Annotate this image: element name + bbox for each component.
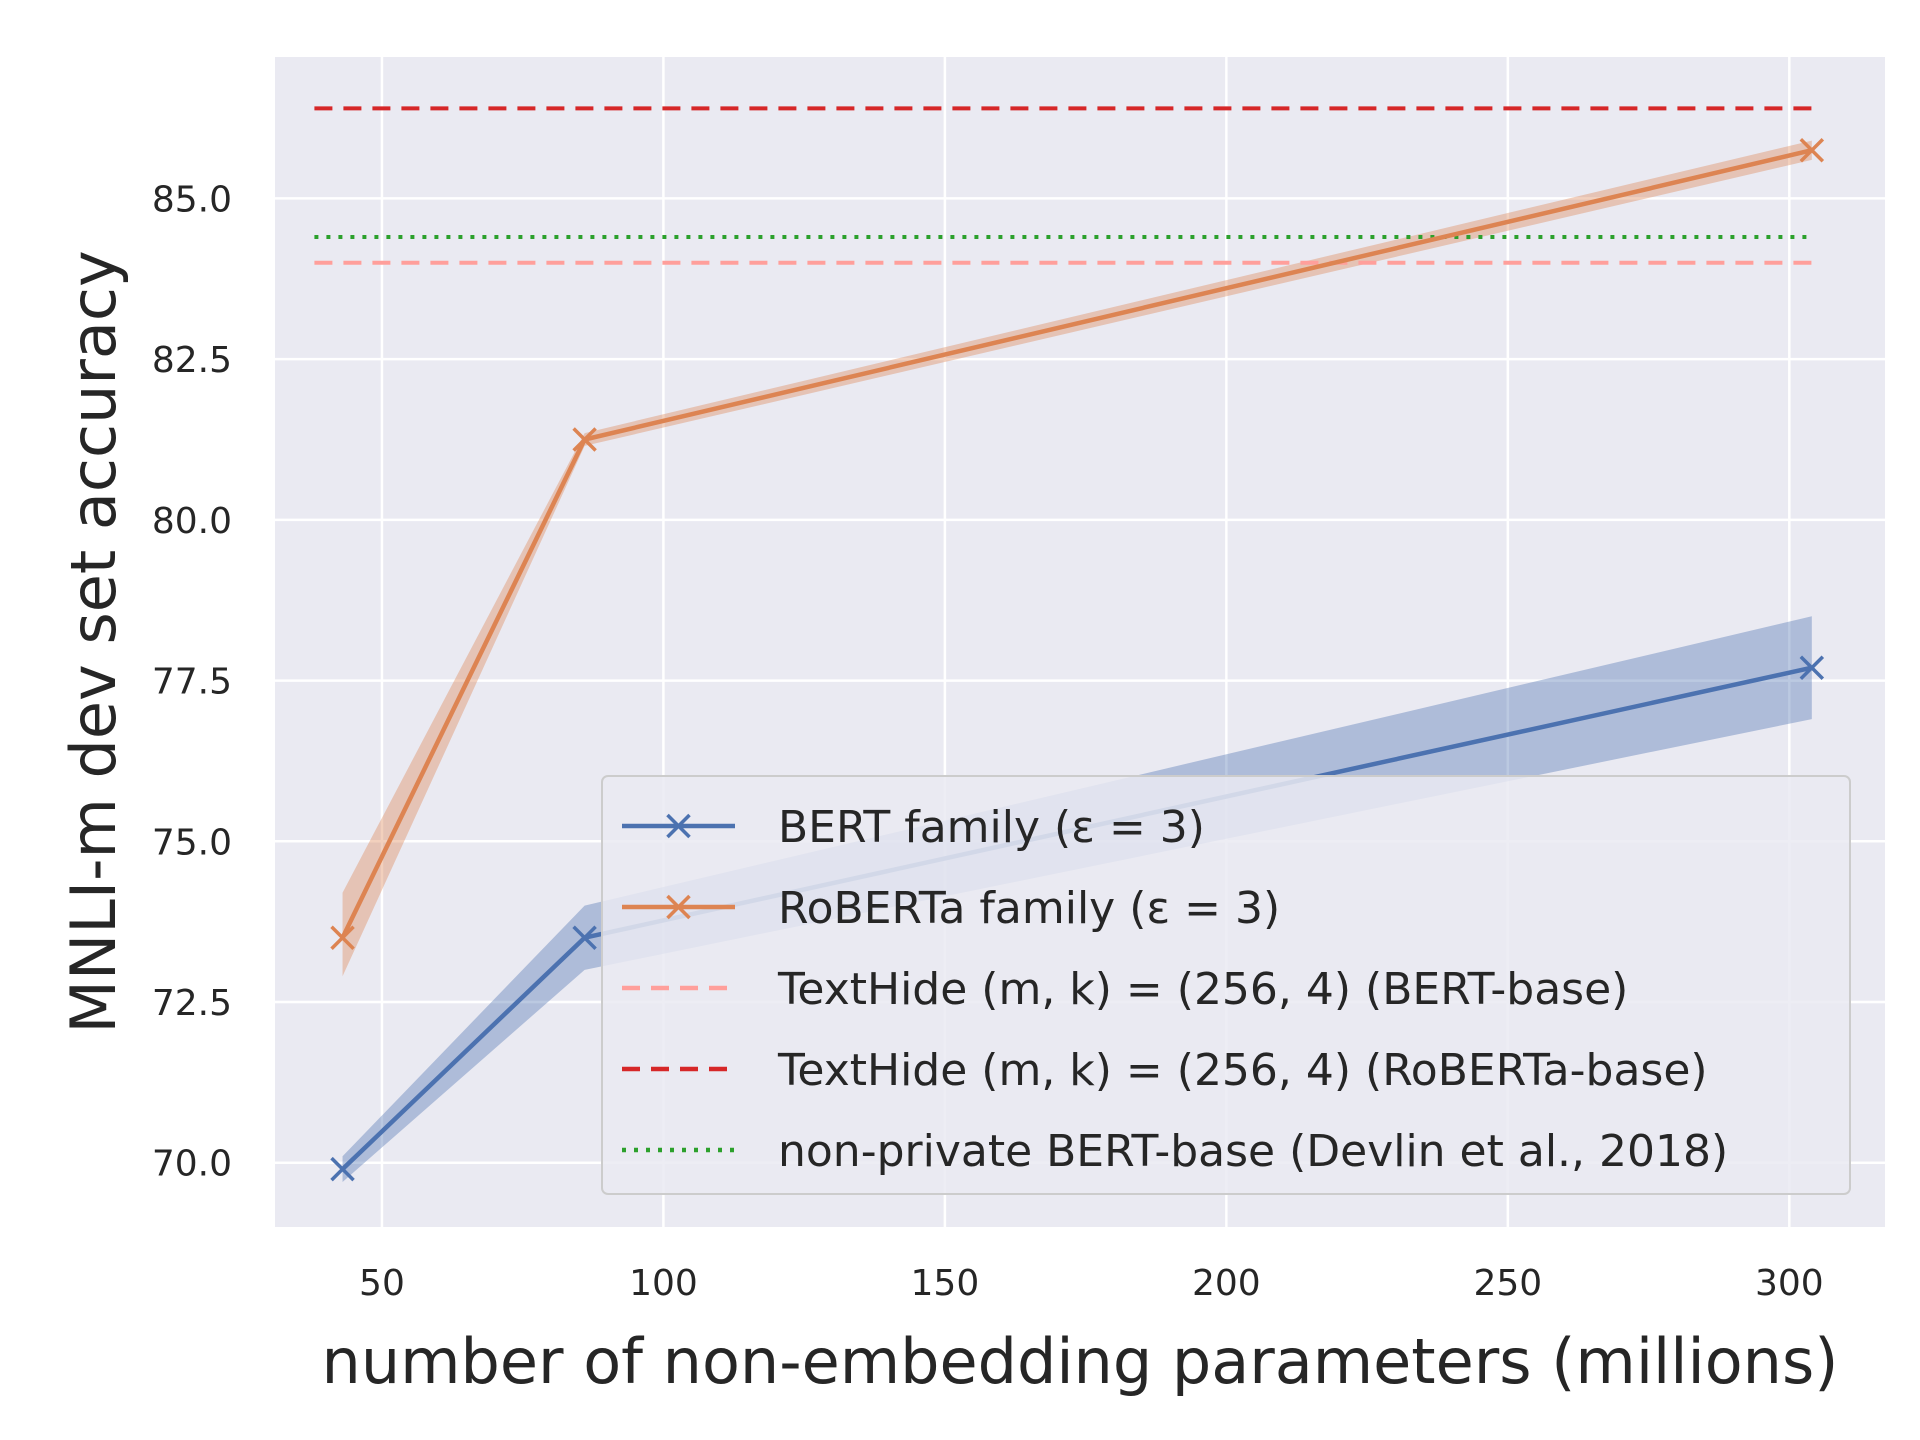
- legend-label: non-private BERT-base (Devlin et al., 20…: [778, 1126, 1728, 1177]
- y-tick-label: 72.5: [152, 983, 232, 1024]
- confidence-band: [342, 616, 1812, 1182]
- x-tick-label: 50: [359, 1263, 405, 1304]
- legend-label: TextHide (m, k) = (256, 4) (RoBERTa-base…: [777, 1045, 1708, 1096]
- y-tick-label: 77.5: [152, 662, 232, 703]
- marker-stroke: [330, 925, 355, 950]
- marker-stroke: [572, 925, 597, 950]
- data-point-marker: [666, 894, 691, 920]
- marker-stroke: [666, 813, 691, 839]
- data-point-marker: [330, 1156, 355, 1182]
- marker-stroke: [330, 1156, 355, 1182]
- series-markers: [330, 137, 1825, 1182]
- marker-stroke: [1799, 655, 1825, 680]
- legend: BERT family (ε = 3) RoBERTa family (ε = 3…: [601, 775, 1851, 1195]
- marker-stroke: [666, 894, 691, 920]
- x-tick-label: 300: [1755, 1263, 1824, 1304]
- grid: [275, 57, 1885, 1227]
- confidence-bands: [342, 140, 1812, 1182]
- y-tick-label: 80.0: [152, 501, 232, 542]
- x-tick-label: 250: [1473, 1263, 1542, 1304]
- y-tick-label: 82.5: [152, 340, 232, 381]
- reference-lines: [314, 106, 1812, 265]
- y-tick-label: 75.0: [152, 822, 232, 863]
- x-axis-ticks: 50 100 150 200 250 300: [359, 1263, 1824, 1304]
- legend-box: [601, 775, 1851, 1195]
- y-axis-title: MNLI-m dev set accuracy: [57, 250, 130, 1033]
- marker-stroke: [572, 427, 597, 452]
- legend-label: BERT family (ε = 3): [778, 802, 1205, 853]
- x-tick-label: 100: [629, 1263, 698, 1304]
- data-point-marker: [666, 813, 691, 839]
- data-point-marker: [330, 925, 355, 950]
- y-tick-label: 70.0: [152, 1144, 232, 1185]
- data-point-marker: [572, 925, 597, 950]
- marker-stroke: [1799, 137, 1825, 163]
- x-tick-label: 200: [1192, 1263, 1261, 1304]
- data-point-marker: [572, 427, 597, 452]
- x-tick-label: 150: [911, 1263, 980, 1304]
- y-axis-ticks: 70.0 72.5 75.0 77.5 80.0 82.5 85.0: [152, 179, 232, 1184]
- y-tick-label: 85.0: [152, 179, 232, 220]
- x-axis-title: number of non-embedding parameters (mill…: [322, 1325, 1839, 1398]
- legend-label: RoBERTa family (ε = 3): [778, 883, 1280, 934]
- data-point-marker: [1799, 137, 1825, 163]
- legend-label: TextHide (m, k) = (256, 4) (BERT-base): [777, 964, 1628, 1015]
- data-point-marker: [1799, 655, 1825, 680]
